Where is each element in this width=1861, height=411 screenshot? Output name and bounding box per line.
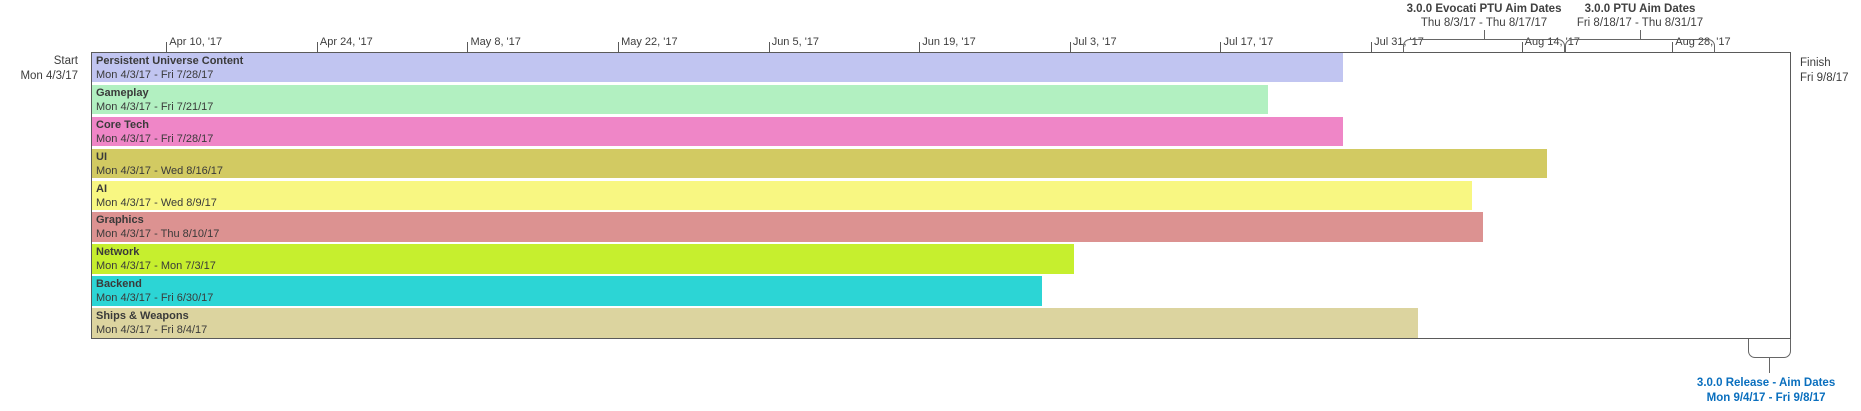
task-bar[interactable]: Network Mon 4/3/17 - Mon 7/3/17 [92,244,1075,274]
timescale-tick-label: Apr 10, '17 [169,36,223,48]
start-label: Start Mon 4/3/17 [0,54,78,84]
task-bar-name: UI [96,150,107,163]
annotation-dates: Fri 8/18/17 - Thu 8/31/17 [1576,17,1704,29]
task-bar-name: Core Tech [96,118,149,131]
timescale-tick [166,42,168,52]
task-bar-dates: Mon 4/3/17 - Wed 8/9/17 [96,196,217,209]
timescale-tick-label: May 8, '17 [470,36,521,48]
annotation-label-ptu: 3.0.0 PTU Aim Dates Fri 8/18/17 - Thu 8/3… [1490,2,1790,30]
annotation-label-evocati-ptu: 3.0.0 Evocati PTU Aim Dates Thu 8/3/17 - … [1334,2,1634,30]
annotation-dates: Thu 8/3/17 - Thu 8/17/17 [1420,17,1548,29]
task-bar-name: Persistent Universe Content [96,55,244,67]
timescale-tick [1521,42,1523,52]
annotation-dates: Mon 9/4/17 - Fri 9/8/17 [1706,392,1826,404]
timescale-tick [467,42,469,52]
task-bar-name: Ships & Weapons [96,310,189,323]
plot-area [91,52,1791,339]
task-bar[interactable]: AI Mon 4/3/17 - Wed 8/9/17 [92,180,1473,211]
annotation-title: 3.0.0 Evocati PTU Aim Dates [1406,3,1562,15]
task-bar[interactable]: Backend Mon 4/3/17 - Fri 6/30/17 [92,276,1042,306]
annotation-label-release: 3.0.0 Release - Aim Dates Mon 9/4/17 - Fr… [1616,376,1861,406]
task-bar-name: AI [96,182,107,195]
timescale-tick [768,42,770,52]
timescale-tick [316,42,318,52]
start-label-title: Start [53,55,78,67]
timescale-tick [1672,42,1674,52]
task-bar[interactable]: Graphics Mon 4/3/17 - Thu 8/10/17 [92,212,1483,242]
task-bar[interactable]: Persistent Universe Content Mon 4/3/17 - … [92,53,1344,83]
annotation-stem-ptu [1640,30,1641,39]
annotation-title: 3.0.0 PTU Aim Dates [1584,3,1696,15]
timescale-tick [1220,42,1222,52]
task-bar-dates: Mon 4/3/17 - Fri 7/28/17 [96,69,214,81]
annotation-stem-evocati-ptu [1484,30,1486,39]
annotation-bracket-evocati-ptu[interactable] [1403,39,1565,53]
task-bar-name: Network [96,246,140,259]
start-label-date: Mon 4/3/17 [20,70,78,82]
timescale-tick [1371,42,1373,52]
timescale-tick-label: Apr 24, '17 [319,36,373,48]
task-bar-dates: Mon 4/3/17 - Fri 6/30/17 [96,292,214,305]
task-bar[interactable]: Core Tech Mon 4/3/17 - Fri 7/28/17 [92,116,1344,147]
timescale-tick [919,42,921,52]
timescale-tick-label: Jun 5, '17 [771,36,820,48]
task-bar-dates: Mon 4/3/17 - Fri 7/28/17 [96,132,214,145]
timescale-tick-label: Jul 3, '17 [1072,36,1117,48]
task-bar-name: Graphics [96,214,144,227]
task-bar-dates: Mon 4/3/17 - Fri 8/4/17 [96,324,208,337]
annotation-stem-release [1769,358,1771,373]
task-bar[interactable]: Ships & Weapons Mon 4/3/17 - Fri 8/4/17 [92,308,1419,338]
task-bar[interactable]: UI Mon 4/3/17 - Wed 8/16/17 [92,148,1548,179]
task-bar-dates: Mon 4/3/17 - Wed 8/16/17 [96,164,223,177]
timescale-tick [1069,42,1071,52]
task-bar-dates: Mon 4/3/17 - Fri 7/21/17 [96,100,214,113]
timescale-tick-label: Jun 19, '17 [922,36,976,48]
task-bar[interactable]: Gameplay Mon 4/3/17 - Fri 7/21/17 [92,84,1268,115]
finish-label-title: Finish [1800,57,1831,69]
annotation-bracket-release[interactable] [1747,339,1791,358]
task-bar-name: Gameplay [96,86,149,99]
finish-label: Finish Fri 9/8/17 [1800,56,1860,86]
timescale-tick [618,42,620,52]
timescale-tick-label: Jul 17, '17 [1223,36,1274,48]
timescale-tick-label: May 22, '17 [621,36,678,48]
task-bar-name: Backend [96,278,142,291]
finish-label-date: Fri 9/8/17 [1800,72,1849,84]
annotation-bracket-ptu[interactable] [1564,39,1716,53]
task-bar-dates: Mon 4/3/17 - Mon 7/3/17 [96,260,216,273]
annotation-title: 3.0.0 Release - Aim Dates [1696,377,1836,389]
task-bar-dates: Mon 4/3/17 - Thu 8/10/17 [96,228,220,241]
